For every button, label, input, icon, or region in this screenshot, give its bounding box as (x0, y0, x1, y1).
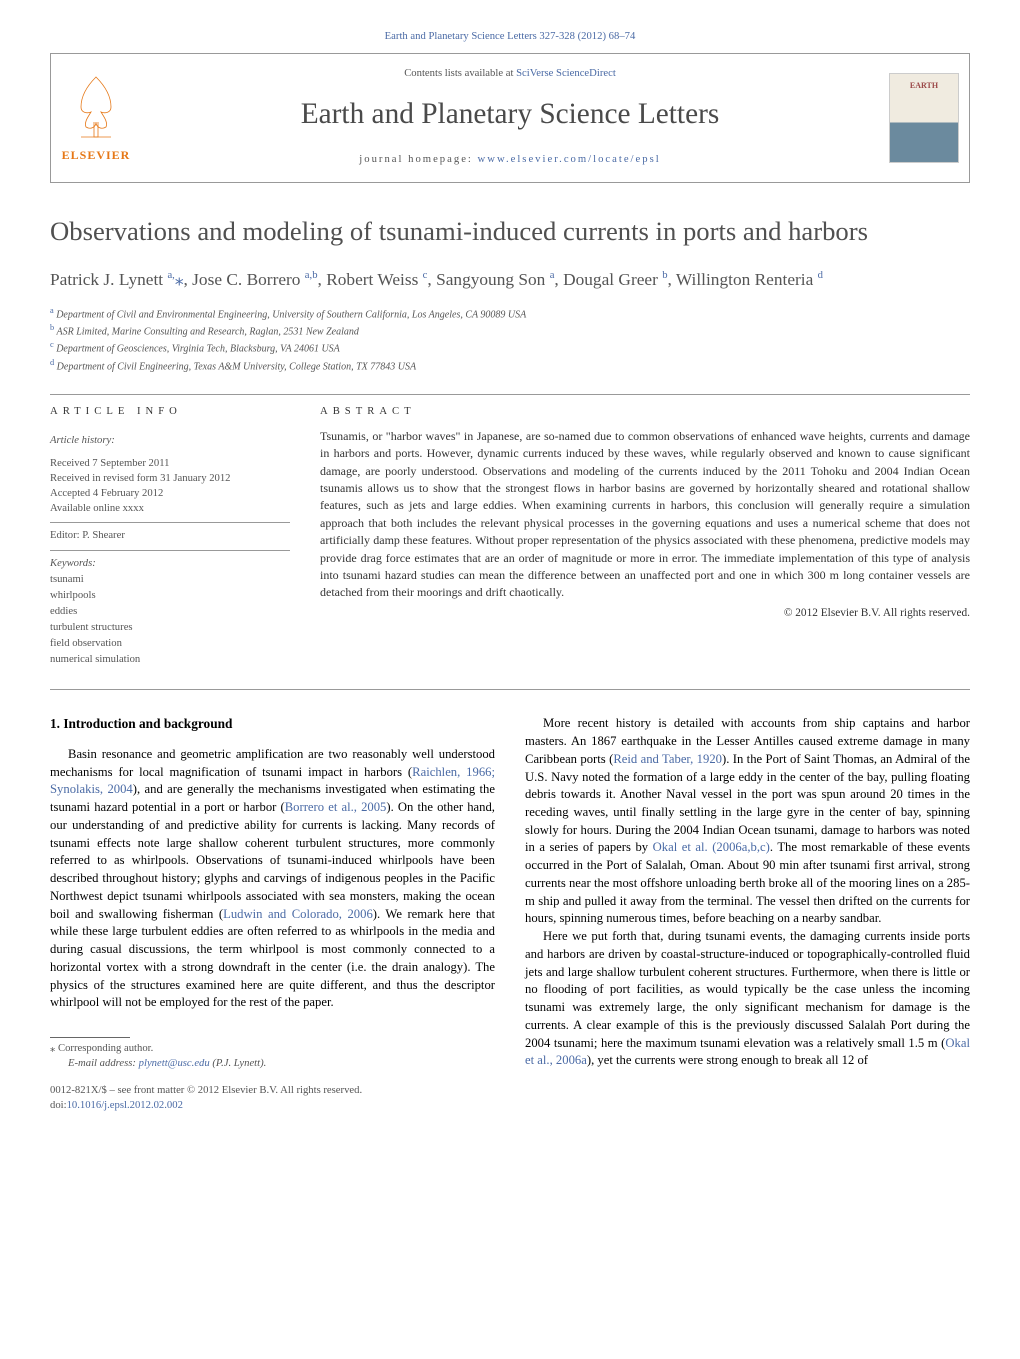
body-columns: 1. Introduction and background Basin res… (50, 715, 970, 1113)
affiliation-line: c Department of Geosciences, Virginia Te… (50, 339, 970, 356)
front-matter: 0012-821X/$ – see front matter © 2012 El… (50, 1084, 495, 1099)
abstract-text: Tsunamis, or "harbor waves" in Japanese,… (320, 428, 970, 602)
homepage-line: journal homepage: www.elsevier.com/locat… (141, 153, 879, 168)
homepage-link[interactable]: www.elsevier.com/locate/epsl (478, 154, 661, 165)
affiliation-line: a Department of Civil and Environmental … (50, 305, 970, 322)
abstract-heading: ABSTRACT (320, 405, 970, 420)
divider-2 (50, 689, 970, 690)
abstract-copyright: © 2012 Elsevier B.V. All rights reserved… (320, 606, 970, 622)
keyword-item: field observation (50, 636, 290, 652)
journal-reference: Earth and Planetary Science Letters 327-… (50, 30, 970, 45)
history-line: Received in revised form 31 January 2012 (50, 472, 290, 487)
journal-title: Earth and Planetary Science Letters (141, 94, 879, 135)
affiliation-line: b ASR Limited, Marine Consulting and Res… (50, 322, 970, 339)
history-block: Article history: Received 7 September 20… (50, 428, 290, 524)
header-center: Contents lists available at SciVerse Sci… (141, 67, 879, 168)
footer-divider (50, 1037, 130, 1038)
keywords-label: Keywords: (50, 557, 290, 572)
cover-text: EARTH (890, 74, 958, 91)
abstract: ABSTRACT Tsunamis, or "harbor waves" in … (320, 405, 970, 675)
sciencedirect-link[interactable]: SciVerse ScienceDirect (516, 68, 616, 79)
keywords-block: Keywords: tsunamiwhirlpoolseddiesturbule… (50, 551, 290, 674)
footer-area: ⁎ Corresponding author. E-mail address: … (50, 1037, 495, 1114)
history-label: Article history: (50, 434, 290, 455)
info-abstract-row: ARTICLE INFO Article history: Received 7… (50, 405, 970, 675)
affiliations: a Department of Civil and Environmental … (50, 305, 970, 374)
right-column: More recent history is detailed with acc… (525, 715, 970, 1113)
keyword-item: turbulent structures (50, 620, 290, 636)
journal-cover: EARTH (879, 63, 969, 173)
keyword-item: tsunami (50, 572, 290, 588)
doi-link[interactable]: 10.1016/j.epsl.2012.02.002 (67, 1100, 183, 1111)
elsevier-tree-icon (66, 72, 126, 142)
article-title: Observations and modeling of tsunami-ind… (50, 213, 970, 250)
author-email-link[interactable]: plynett@usc.edu (139, 1058, 210, 1069)
journal-header: ELSEVIER Contents lists available at Sci… (50, 53, 970, 183)
col1-para1: Basin resonance and geometric amplificat… (50, 746, 495, 1012)
col2-para2: Here we put forth that, during tsunami e… (525, 928, 970, 1070)
divider (50, 394, 970, 395)
affiliation-line: d Department of Civil Engineering, Texas… (50, 357, 970, 374)
keyword-item: whirlpools (50, 588, 290, 604)
section-1-heading: 1. Introduction and background (50, 715, 495, 734)
editor-block: Editor: P. Shearer (50, 523, 290, 551)
info-heading: ARTICLE INFO (50, 405, 290, 420)
article-info: ARTICLE INFO Article history: Received 7… (50, 405, 290, 675)
email-line: E-mail address: plynett@usc.edu (P.J. Ly… (68, 1057, 495, 1072)
contents-line: Contents lists available at SciVerse Sci… (141, 67, 879, 82)
cover-thumbnail: EARTH (889, 73, 959, 163)
author-list: Patrick J. Lynett a,⁎, Jose C. Borrero a… (50, 268, 970, 292)
history-line: Accepted 4 February 2012 (50, 487, 290, 502)
keyword-item: numerical simulation (50, 652, 290, 668)
keyword-item: eddies (50, 604, 290, 620)
doi-area: 0012-821X/$ – see front matter © 2012 El… (50, 1084, 495, 1114)
publisher-name: ELSEVIER (61, 147, 131, 164)
publisher-logo: ELSEVIER (51, 62, 141, 174)
corresponding-author: ⁎ Corresponding author. (50, 1042, 495, 1057)
col2-para1: More recent history is detailed with acc… (525, 715, 970, 928)
history-line: Received 7 September 2011 (50, 457, 290, 472)
history-line: Available online xxxx (50, 502, 290, 517)
left-column: 1. Introduction and background Basin res… (50, 715, 495, 1113)
